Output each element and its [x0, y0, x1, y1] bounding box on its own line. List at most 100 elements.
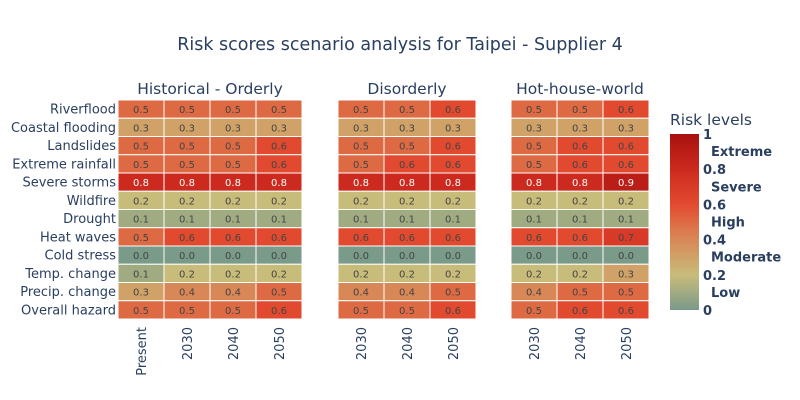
cell-value-label: 0.5	[133, 142, 149, 153]
heatmap-cell	[602, 300, 650, 320]
y-tick-label: Drought	[63, 212, 116, 227]
cell-value-label: 0.5	[271, 105, 287, 116]
cell-value-label: 0.6	[271, 233, 287, 244]
cell-value-label: 0.6	[526, 233, 542, 244]
cell-value-label: 0.6	[445, 306, 461, 317]
cell-value-label: 0.0	[399, 251, 415, 262]
cell-value-label: 0.5	[399, 142, 415, 153]
cell-value-label: 0.0	[225, 251, 241, 262]
colorbar-gradient	[670, 134, 699, 310]
x-tick-label: 2040	[574, 327, 589, 360]
cell-value-label: 0.0	[133, 251, 149, 262]
cell-value-label: 0.2	[445, 196, 461, 207]
y-tick-label: Heat waves	[40, 230, 116, 245]
cell-value-label: 0.3	[399, 123, 415, 134]
cell-value-label: 0.1	[179, 215, 195, 226]
cell-value-label: 0.5	[526, 160, 542, 171]
cell-value-label: 0.3	[445, 123, 461, 134]
cell-value-label: 0.0	[572, 251, 588, 262]
cell-value-label: 0.8	[526, 178, 542, 189]
cell-value-label: 0.1	[133, 269, 149, 280]
cell-value-label: 0.6	[271, 160, 287, 171]
cell-value-label: 0.3	[225, 123, 241, 134]
cell-value-label: 0.5	[572, 288, 588, 299]
cell-value-label: 0.2	[271, 196, 287, 207]
colorbar: Risk levels 0 0.2 0.4 0.6 0.8 1 Low Moderate High…	[670, 111, 781, 319]
cell-value-label: 0.3	[572, 123, 588, 134]
colorbar-tick-label: 0.4	[703, 234, 726, 249]
cell-value-label: 0.6	[572, 142, 588, 153]
colorbar-level-label: Severe	[711, 180, 762, 195]
cell-value-label: 0.1	[271, 215, 287, 226]
cell-value-label: 0.5	[572, 105, 588, 116]
cell-value-label: 0.1	[572, 215, 588, 226]
cell-value-label: 0.2	[399, 269, 415, 280]
hazard-labels: Riverflood Coastal flooding Landslides Extr…	[11, 103, 116, 319]
cell-value-label: 0.1	[618, 215, 634, 226]
cell-value-label: 0.5	[133, 160, 149, 171]
cell-value-label: 0.6	[399, 233, 415, 244]
panel-2: Hot-house-world 0.5 0.5 0.6 0.3 0.3 0.3 0.5 0.6 0…	[510, 80, 650, 360]
cell-value-label: 0.6	[445, 142, 461, 153]
heatmap-cell	[429, 300, 477, 320]
cell-value-label: 0.2	[353, 269, 369, 280]
cell-value-label: 0.5	[179, 142, 195, 153]
colorbar-title: Risk levels	[670, 111, 752, 129]
cell-value-label: 0.4	[225, 288, 241, 299]
cell-value-label: 0.2	[572, 196, 588, 207]
cell-value-label: 0.5	[353, 142, 369, 153]
colorbar-tick-label: 0	[703, 304, 712, 319]
cell-value-label: 0.6	[271, 142, 287, 153]
cell-value-label: 0.3	[271, 123, 287, 134]
cell-value-label: 0.5	[353, 160, 369, 171]
cell-value-label: 0.8	[225, 178, 241, 189]
y-tick-label: Cold stress	[45, 249, 117, 264]
cell-value-label: 0.2	[225, 196, 241, 207]
cell-value-label: 0.6	[618, 105, 634, 116]
cell-value-label: 0.2	[271, 269, 287, 280]
cell-value-label: 0.2	[445, 269, 461, 280]
cell-value-label: 0.5	[179, 160, 195, 171]
cell-value-label: 0.5	[445, 288, 461, 299]
colorbar-tick-label: 0.6	[703, 198, 726, 213]
cell-value-label: 0.2	[618, 196, 634, 207]
cell-value-label: 0.6	[618, 160, 634, 171]
cell-value-label: 0.6	[271, 306, 287, 317]
y-tick-label: Temp. change	[24, 267, 116, 282]
y-tick-label: Coastal flooding	[11, 121, 116, 136]
cell-value-label: 0.5	[353, 105, 369, 116]
x-tick-label: 2050	[447, 327, 462, 360]
cell-value-label: 0.4	[179, 288, 195, 299]
cell-value-label: 0.6	[353, 233, 369, 244]
cell-value-label: 0.6	[618, 142, 634, 153]
x-tick-label: 2050	[273, 327, 288, 360]
cell-value-label: 0.0	[179, 251, 195, 262]
cell-value-label: 0.6	[572, 233, 588, 244]
panel-title: Disorderly	[367, 80, 446, 98]
cell-value-label: 0.1	[526, 215, 542, 226]
x-tick-label: 2030	[528, 327, 543, 360]
x-tick-label: 2030	[355, 327, 370, 360]
cell-value-label: 0.5	[133, 306, 149, 317]
cell-value-label: 0.8	[271, 178, 287, 189]
cell-value-label: 0.6	[445, 160, 461, 171]
cell-value-label: 0.8	[445, 178, 461, 189]
cell-value-label: 0.1	[133, 215, 149, 226]
cell-value-label: 0.2	[399, 196, 415, 207]
x-tick-label: 2040	[401, 327, 416, 360]
cell-value-label: 0.2	[133, 196, 149, 207]
y-tick-label: Precip. change	[20, 285, 116, 300]
cell-value-label: 0.1	[445, 215, 461, 226]
cell-value-label: 0.3	[133, 288, 149, 299]
x-tick-label: 2030	[181, 327, 196, 360]
cell-value-label: 0.1	[353, 215, 369, 226]
cell-value-label: 0.5	[353, 306, 369, 317]
cell-value-label: 0.6	[572, 160, 588, 171]
chart-title: Risk scores scenario analysis for Taipei…	[177, 35, 623, 55]
cell-value-label: 0.6	[399, 160, 415, 171]
cell-value-label: 0.4	[353, 288, 369, 299]
cell-value-label: 0.2	[526, 269, 542, 280]
cell-value-label: 0.8	[179, 178, 195, 189]
cell-value-label: 0.9	[618, 178, 634, 189]
cell-value-label: 0.5	[526, 306, 542, 317]
